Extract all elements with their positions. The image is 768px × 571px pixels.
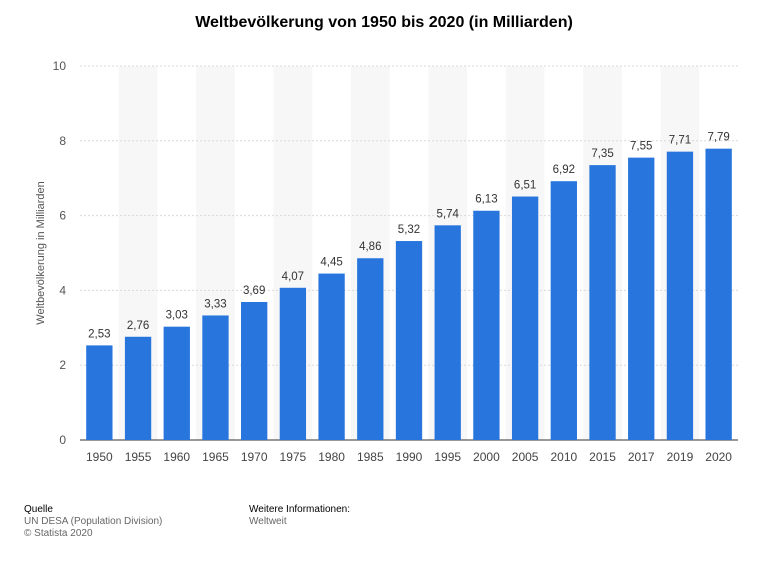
bar-1990 [395,241,423,440]
data-label: 2,76 [127,320,149,332]
data-label: 7,71 [669,135,691,147]
source-block: Quelle UN DESA (Population Division) © S… [24,504,162,540]
x-tick-label: 1955 [125,450,152,464]
data-label: 7,79 [707,132,729,144]
x-tick-label: 2010 [550,450,577,464]
copyright: © Statista 2020 [24,528,93,539]
bar-1995 [434,225,461,440]
data-label: 3,69 [243,285,265,297]
data-label: 4,45 [320,257,342,269]
bar-2019 [666,151,694,440]
x-tick-label: 1950 [86,450,113,464]
y-axis-label: Weltbevölkerung in Milliarden [35,181,47,324]
data-label: 4,07 [282,271,304,283]
x-tick-label: 2015 [589,450,616,464]
labels-layer: 0 2 4 6 8 10 2,53 1950 2,76 1955 3,03 1960 3,33 1965 3… [53,59,733,464]
x-tick-label: 2017 [628,450,655,464]
x-tick-label: 1965 [202,450,229,464]
data-label: 2,53 [88,328,110,340]
x-tick-label: 1970 [241,450,268,464]
bar-2000 [473,210,500,440]
bar-2005 [511,196,539,440]
bar-1980 [318,273,345,440]
data-label: 3,33 [204,298,226,310]
info-value: Weltweit [249,516,287,527]
bar-1985 [357,258,384,440]
bar-2015 [589,165,616,441]
x-tick-label: 1985 [357,450,384,464]
y-tick-label: 0 [59,433,66,447]
info-block: Weitere Informationen: Weltweit [249,504,350,528]
y-tick-label: 10 [53,59,67,73]
x-tick-label: 2005 [512,450,539,464]
y-tick-label: 6 [59,209,66,223]
x-tick-label: 2019 [667,450,694,464]
y-tick-label: 8 [59,134,66,148]
y-tick-label: 4 [59,283,66,297]
data-label: 5,74 [437,208,460,220]
data-label: 4,86 [359,241,381,253]
bars-layer [86,148,732,441]
x-tick-label: 2020 [705,450,732,464]
bar-2010 [550,181,577,440]
data-label: 6,51 [514,180,536,192]
bar-1970 [241,301,268,440]
data-label: 5,32 [398,224,420,236]
bar-2020 [705,148,732,441]
x-tick-label: 1975 [280,450,307,464]
bar-1960 [163,326,190,440]
bar-2017 [628,157,655,440]
x-tick-label: 1990 [396,450,423,464]
data-label: 6,92 [553,164,575,176]
data-label: 7,55 [630,141,652,153]
info-heading: Weitere Informationen: [249,504,350,515]
data-label: 6,13 [475,194,497,206]
chart-title: Weltbevölkerung von 1950 bis 2020 (in Mi… [195,14,573,31]
x-tick-label: 2000 [473,450,500,464]
data-label: 3,03 [166,310,188,322]
bar-1955 [124,336,152,440]
source-heading: Quelle [24,504,53,515]
data-label: 7,35 [591,148,613,160]
y-tick-label: 2 [59,358,66,372]
bar-1975 [279,287,307,440]
bar-1965 [202,315,229,440]
bar-1950 [86,345,113,440]
x-tick-label: 1995 [434,450,461,464]
source-name[interactable]: UN DESA (Population Division) [24,516,163,527]
x-tick-label: 1980 [318,450,345,464]
x-tick-label: 1960 [163,450,190,464]
